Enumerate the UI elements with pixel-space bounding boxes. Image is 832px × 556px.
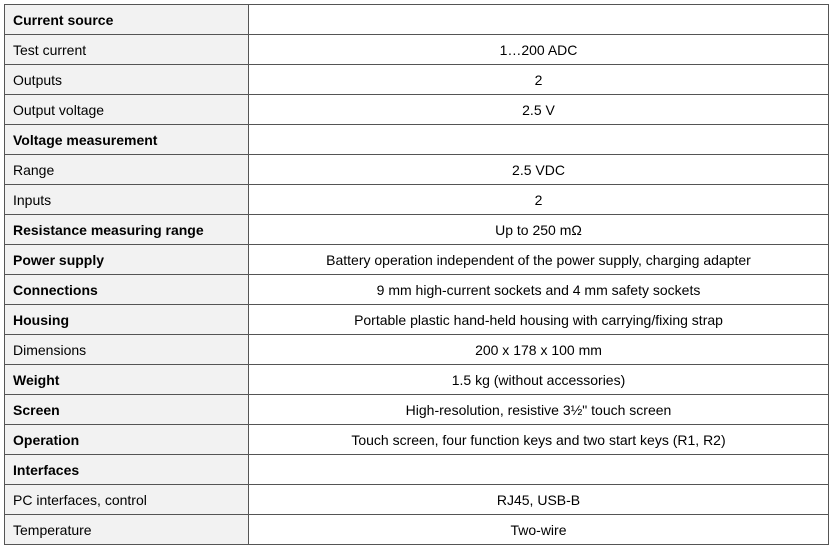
spec-value (249, 5, 829, 35)
table-row: Weight1.5 kg (without accessories) (5, 365, 829, 395)
spec-value: 2.5 V (249, 95, 829, 125)
table-row: Interfaces (5, 455, 829, 485)
spec-label: Inputs (5, 185, 249, 215)
spec-label: Resistance measuring range (5, 215, 249, 245)
spec-value: 1.5 kg (without accessories) (249, 365, 829, 395)
spec-value: 2.5 VDC (249, 155, 829, 185)
spec-label: Housing (5, 305, 249, 335)
table-row: TemperatureTwo-wire (5, 515, 829, 545)
spec-label: Temperature (5, 515, 249, 545)
spec-label: Screen (5, 395, 249, 425)
spec-label: Interfaces (5, 455, 249, 485)
spec-label: Dimensions (5, 335, 249, 365)
spec-label: Range (5, 155, 249, 185)
spec-value: 9 mm high-current sockets and 4 mm safet… (249, 275, 829, 305)
spec-value: 2 (249, 185, 829, 215)
spec-label: Connections (5, 275, 249, 305)
table-row: Connections9 mm high-current sockets and… (5, 275, 829, 305)
spec-value: Portable plastic hand-held housing with … (249, 305, 829, 335)
spec-value: Two-wire (249, 515, 829, 545)
table-row: Dimensions200 x 178 x 100 mm (5, 335, 829, 365)
spec-value: 2 (249, 65, 829, 95)
spec-value: Touch screen, four function keys and two… (249, 425, 829, 455)
spec-value: Battery operation independent of the pow… (249, 245, 829, 275)
spec-label: Output voltage (5, 95, 249, 125)
spec-label: PC interfaces, control (5, 485, 249, 515)
spec-value (249, 455, 829, 485)
table-row: Test current1…200 ADC (5, 35, 829, 65)
spec-label: Voltage measurement (5, 125, 249, 155)
table-row: Current source (5, 5, 829, 35)
table-row: Inputs2 (5, 185, 829, 215)
table-row: ScreenHigh-resolution, resistive 3½" tou… (5, 395, 829, 425)
spec-value (249, 125, 829, 155)
spec-value: High-resolution, resistive 3½" touch scr… (249, 395, 829, 425)
spec-value: Up to 250 mΩ (249, 215, 829, 245)
spec-label: Power supply (5, 245, 249, 275)
table-row: PC interfaces, controlRJ45, USB-B (5, 485, 829, 515)
table-row: Voltage measurement (5, 125, 829, 155)
spec-value: RJ45, USB-B (249, 485, 829, 515)
table-row: Resistance measuring rangeUp to 250 mΩ (5, 215, 829, 245)
spec-label: Weight (5, 365, 249, 395)
table-row: Outputs2 (5, 65, 829, 95)
table-row: Power supplyBattery operation independen… (5, 245, 829, 275)
spec-value: 1…200 ADC (249, 35, 829, 65)
spec-label: Outputs (5, 65, 249, 95)
spec-label: Operation (5, 425, 249, 455)
specifications-table: Current sourceTest current1…200 ADCOutpu… (4, 4, 829, 545)
spec-value: 200 x 178 x 100 mm (249, 335, 829, 365)
table-row: OperationTouch screen, four function key… (5, 425, 829, 455)
table-row: Range2.5 VDC (5, 155, 829, 185)
spec-label: Test current (5, 35, 249, 65)
table-row: Output voltage2.5 V (5, 95, 829, 125)
table-row: HousingPortable plastic hand-held housin… (5, 305, 829, 335)
spec-label: Current source (5, 5, 249, 35)
spec-table-body: Current sourceTest current1…200 ADCOutpu… (5, 5, 829, 545)
